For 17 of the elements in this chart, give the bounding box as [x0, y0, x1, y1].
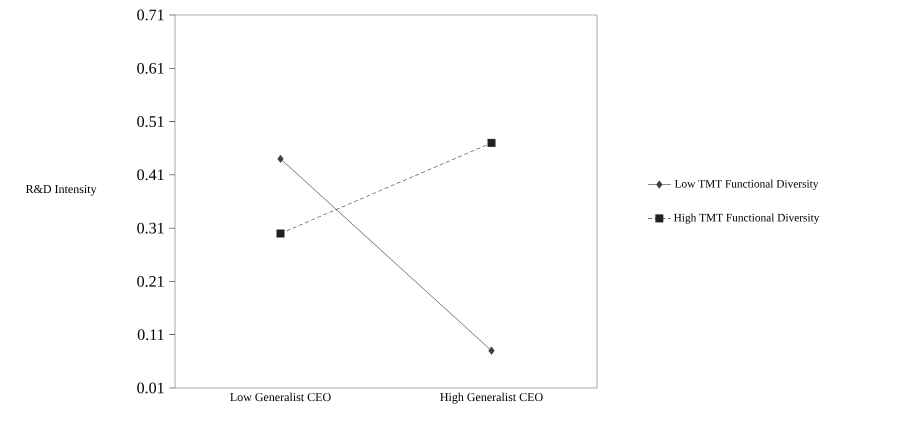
y-tick-label: 0.11: [138, 329, 164, 340]
y-tick-label: 0.71: [137, 10, 164, 20]
y-tick-label: 0.01: [137, 382, 164, 394]
y-tick-label: 0.21: [137, 276, 164, 287]
point: [488, 346, 495, 355]
legend-label: High TMT Functional Diversity: [674, 213, 820, 224]
y-tick-label: 0.31: [137, 222, 164, 234]
x-tick-label: Low Generalist CEO: [230, 392, 331, 402]
y-tick-label: 0.51: [137, 116, 164, 127]
x-tick-label: High Generalist CEO: [440, 392, 543, 404]
legend-label: Low TMT Functional Diversity: [674, 180, 818, 190]
point: [277, 154, 284, 163]
point: [276, 229, 285, 238]
y-tick-label: 0.41: [137, 169, 164, 180]
y-tick-label: 0.61: [137, 62, 164, 74]
point: [488, 138, 496, 147]
y-axis-title: R&D Intensity: [26, 185, 97, 196]
